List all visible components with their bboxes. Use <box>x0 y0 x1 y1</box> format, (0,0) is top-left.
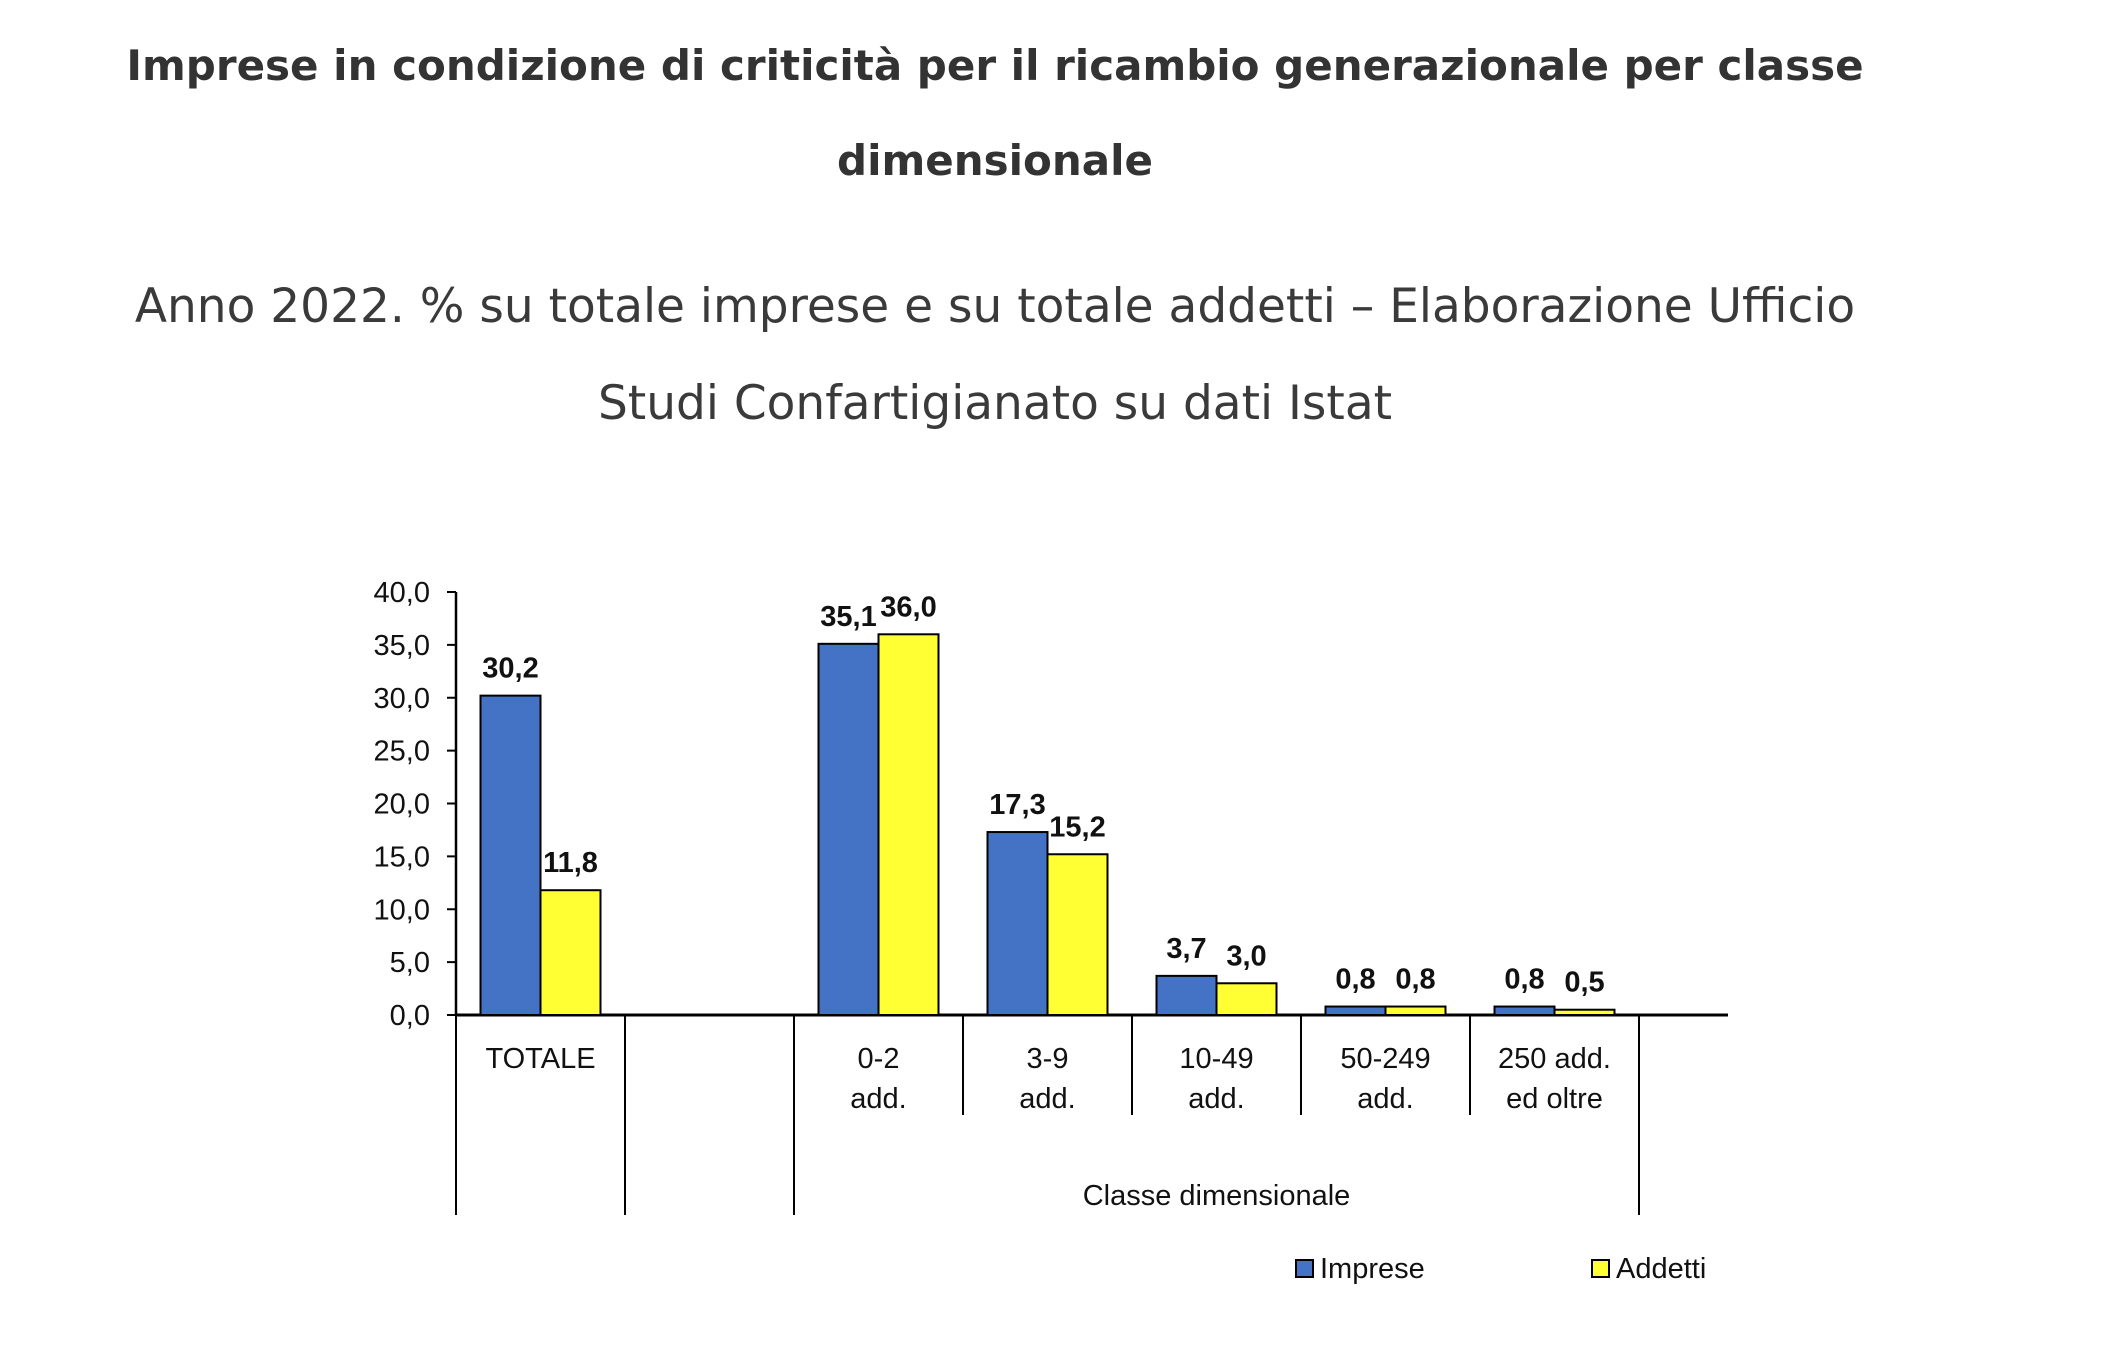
addetti-bar <box>1215 982 1278 1017</box>
imprese-bar <box>986 831 1049 1016</box>
imprese-bar <box>1493 1005 1556 1016</box>
addetti-bar <box>1553 1008 1616 1017</box>
imprese-bar <box>817 642 880 1016</box>
addetti-data-label: 0,8 <box>1395 964 1435 996</box>
imprese-legend-swatch <box>1295 1259 1314 1278</box>
imprese-bar <box>1155 974 1218 1016</box>
y-tick-label: 20,0 <box>374 789 430 821</box>
addetti-data-label: 3,0 <box>1226 940 1266 972</box>
chart-title: Imprese in condizione di criticità per i… <box>126 41 1864 185</box>
imprese-data-label: 0,8 <box>1504 964 1544 996</box>
addetti-data-label: 36,0 <box>880 591 936 623</box>
x-tick-label: 3-9 <box>1027 1043 1069 1075</box>
y-tick-label: 0,0 <box>390 1000 430 1032</box>
addetti-data-label: 15,2 <box>1049 811 1105 843</box>
x-tick-label: add. <box>1188 1083 1244 1115</box>
addetti-bar <box>539 889 602 1017</box>
x-tick-label: add. <box>1019 1083 1075 1115</box>
y-tick-label: 35,0 <box>374 630 430 662</box>
imprese-bar <box>479 694 542 1016</box>
y-tick-label: 25,0 <box>374 736 430 768</box>
x-tick-label: 0-2 <box>858 1043 900 1075</box>
addetti-data-label: 11,8 <box>543 847 598 879</box>
imprese-bar <box>1324 1005 1387 1016</box>
imprese-data-label: 30,2 <box>482 653 538 685</box>
y-tick-label: 5,0 <box>390 947 430 979</box>
x-tick-label: add. <box>850 1083 906 1115</box>
addetti-legend-label: Addetti <box>1616 1253 1706 1285</box>
y-tick-label: 15,0 <box>374 841 430 873</box>
y-tick-label: 10,0 <box>374 894 430 926</box>
x-tick-label: 10-49 <box>1179 1043 1253 1075</box>
x-tick-label: ed oltre <box>1506 1083 1603 1115</box>
y-tick-label: 30,0 <box>374 683 430 715</box>
imprese-legend-label: Imprese <box>1320 1253 1425 1285</box>
imprese-data-label: 0,8 <box>1335 964 1375 996</box>
addetti-data-label: 0,5 <box>1564 967 1604 999</box>
addetti-legend-swatch <box>1591 1259 1610 1278</box>
x-tick-label: 50-249 <box>1340 1043 1430 1075</box>
addetti-bar <box>1384 1005 1447 1016</box>
imprese-data-label: 17,3 <box>989 789 1045 821</box>
x-group-label: Classe dimensionale <box>1083 1180 1351 1212</box>
y-tick-label: 40,0 <box>374 577 430 609</box>
x-tick-label: TOTALE <box>485 1043 595 1075</box>
addetti-bar <box>877 633 940 1016</box>
x-tick-label: 250 add. <box>1498 1043 1611 1075</box>
x-tick-label: add. <box>1357 1083 1413 1115</box>
imprese-data-label: 35,1 <box>820 601 876 633</box>
addetti-bar <box>1046 853 1109 1017</box>
imprese-data-label: 3,7 <box>1166 933 1206 965</box>
chart-subtitle: Anno 2022. % su totale imprese e su tota… <box>134 279 1856 431</box>
